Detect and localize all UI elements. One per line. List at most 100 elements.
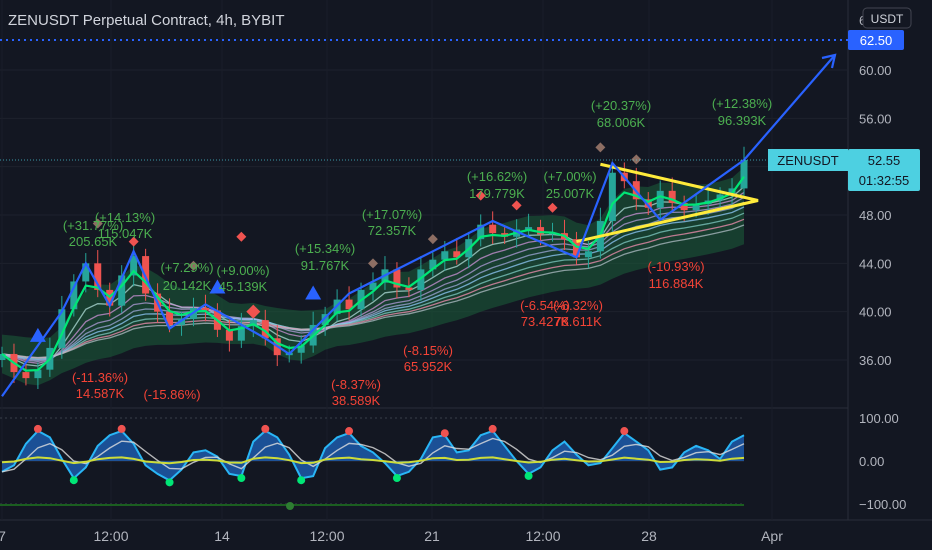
candle-body: [417, 269, 425, 290]
currency-button[interactable]: [862, 7, 912, 29]
bear-annotation: 14.587K: [76, 386, 125, 401]
bull-annotation: 179.779K: [469, 186, 525, 201]
time-tick-label: 12:00: [309, 528, 344, 544]
candle-body: [201, 308, 209, 311]
signal-diamond: [595, 142, 606, 153]
bull-annotation: 72.357K: [368, 223, 417, 238]
signal-diamond: [188, 260, 199, 271]
target-price-badge: [848, 30, 904, 50]
last-price-badge: [848, 149, 920, 191]
ribbon-line: [1, 218, 745, 359]
bear-annotation: 65.952K: [404, 359, 453, 374]
bull-annotation: 115.047K: [98, 226, 153, 241]
candle-body: [740, 160, 748, 189]
oscillator-sell-dot: [488, 424, 497, 433]
signal-diamond: [475, 190, 486, 201]
candle-body: [405, 287, 413, 290]
bull-annotation: 25.007K: [546, 186, 595, 201]
bull-annotation: (+14.13%): [95, 210, 155, 225]
candle-body: [130, 256, 138, 276]
buy-triangle: [305, 285, 322, 300]
candle-body: [441, 251, 449, 260]
last-price-text: 52.55: [868, 153, 901, 168]
price-tick-label: 40.00: [859, 305, 892, 320]
ribbon-line: [1, 212, 745, 360]
oscillator-sell-dot: [345, 427, 354, 436]
oscillator-buy-dot: [237, 474, 246, 483]
signal-diamond: [368, 258, 378, 269]
candle-body: [644, 199, 652, 208]
triangle-pattern: [576, 162, 759, 244]
time-tick-label: 28: [641, 528, 657, 544]
oscillator-buy-dot: [392, 474, 401, 483]
bull-annotation: (+9.00%): [216, 263, 269, 278]
candle-body: [118, 275, 126, 306]
bull-annotation: (+20.37%): [591, 98, 651, 113]
candle-body: [0, 353, 6, 360]
candle-body: [166, 311, 174, 325]
time-tick-label: 14: [214, 528, 230, 544]
bear-annotation: (-8.15%): [403, 343, 453, 358]
oscillator-sell-dot: [33, 424, 42, 433]
bull-annotation: 20.142K: [163, 278, 212, 293]
ma-ribbon: [1, 167, 745, 386]
sell-diamond: [246, 304, 261, 319]
price-tick-label: 36.00: [859, 353, 892, 368]
bear-annotation: (-8.37%): [331, 377, 381, 392]
overlay-lines: [1, 53, 837, 397]
candle-body: [261, 320, 269, 339]
candle-body: [369, 282, 377, 290]
candle-body: [680, 202, 688, 211]
oscillator: [0, 424, 745, 510]
bear-annotation: 116.884K: [649, 276, 704, 291]
candle-body: [22, 372, 30, 379]
bull-annotation: (+17.07%): [362, 207, 422, 222]
oscillator-buy-dot: [297, 476, 306, 485]
countdown-text: 01:32:55: [859, 173, 910, 188]
candle-body: [728, 188, 736, 195]
currency-label: USDT: [871, 12, 904, 26]
oscillator-sell-dot: [117, 424, 126, 433]
ribbon-line: [1, 191, 745, 364]
osc-tick-label: −100.00: [859, 497, 906, 512]
oscillator-sell-dot: [261, 424, 270, 433]
time-tick-label: 12:00: [93, 528, 128, 544]
bull-annotation: (+12.38%): [712, 96, 772, 111]
oscillator-buy-dot: [165, 478, 174, 487]
candle-body: [525, 227, 533, 230]
signal-line: [1, 176, 745, 372]
bull-annotation: (+7.00%): [543, 169, 596, 184]
ribbon-line: [1, 206, 745, 361]
candle-body: [429, 259, 437, 270]
candle-body: [477, 224, 485, 240]
candle-body: [692, 204, 700, 211]
oscillator-line: [1, 429, 745, 482]
bull-annotation: 96.393K: [718, 113, 767, 128]
candle-body: [608, 172, 616, 222]
candle-body: [668, 190, 676, 203]
price-tick-label: 44.00: [859, 256, 892, 271]
bear-annotation: 78.611K: [554, 314, 602, 329]
signal-diamond: [236, 231, 247, 242]
trend-arrow-head: [821, 53, 837, 69]
candle-body: [453, 251, 461, 258]
bull-annotation: (+7.29%): [160, 260, 213, 275]
ribbon-line: [1, 186, 745, 367]
bull-annotation: 205.65K: [69, 234, 118, 249]
oscillator-buy-dot: [69, 476, 78, 485]
candle-body: [34, 369, 42, 379]
signal-diamond: [92, 218, 103, 229]
time-tick-label: Apr: [761, 528, 783, 544]
candle-body: [656, 190, 664, 208]
candle-body: [393, 269, 401, 288]
candle-body: [297, 345, 305, 353]
candle-body: [70, 281, 78, 310]
signal-diamond: [427, 234, 438, 245]
bear-annotation: (-6.54%): [520, 298, 570, 313]
time-tick-label: 21: [424, 528, 440, 544]
bear-annotation: (-6.32%): [553, 298, 603, 313]
bear-annotation: (-11.36%): [72, 370, 128, 385]
time-tick-label: 7: [0, 528, 6, 544]
candle-body: [237, 326, 245, 341]
